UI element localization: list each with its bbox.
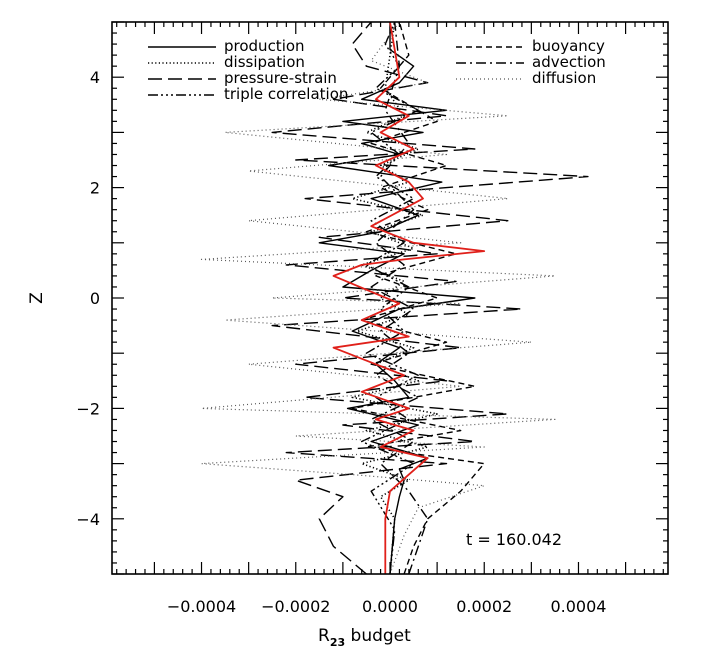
legend-label-buoyancy: buoyancy bbox=[532, 37, 605, 55]
legend-label-production: production bbox=[224, 37, 305, 55]
y-axis-label: Z bbox=[27, 292, 47, 304]
y-tick-labels: −4 −2 0 2 4 bbox=[76, 68, 100, 529]
x-tick-label: 0.0002 bbox=[456, 597, 512, 616]
series-line-diffusion bbox=[200, 22, 556, 574]
y-tick-label: −2 bbox=[76, 399, 100, 418]
series-line-pressure-strain bbox=[271, 22, 589, 574]
y-tick-label: 4 bbox=[90, 68, 100, 87]
x-axis-label: R23 budget bbox=[318, 626, 411, 649]
series-line-buoyancy bbox=[351, 22, 485, 574]
legend-label-diffusion: diffusion bbox=[532, 69, 596, 87]
y-tick-label: −4 bbox=[76, 510, 100, 529]
x-tick-label: 0.0004 bbox=[550, 597, 606, 616]
plot-frame bbox=[111, 21, 669, 575]
x-tick-label: −0.0002 bbox=[261, 597, 330, 616]
series-line-dissipation bbox=[351, 22, 438, 574]
y-tick-label: 2 bbox=[90, 179, 100, 198]
legend-label-triple-correlation: triple correlation bbox=[224, 85, 348, 103]
y-tick-label: 0 bbox=[90, 289, 100, 308]
legend-label-dissipation: dissipation bbox=[224, 53, 305, 71]
x-tick-labels: −0.0004 −0.0002 0.0000 0.0002 0.0004 bbox=[167, 597, 607, 616]
series-line-production bbox=[318, 22, 476, 574]
series-line-red-7 bbox=[332, 22, 486, 574]
x-tick-label: −0.0004 bbox=[167, 597, 236, 616]
series-lines bbox=[200, 22, 589, 574]
x-tick-label: 0.0000 bbox=[362, 597, 418, 616]
time-annotation: t = 160.042 bbox=[466, 530, 562, 549]
legend-label-advection: advection bbox=[532, 53, 606, 71]
legend-label-pressure-strain: pressure-strain bbox=[224, 69, 337, 87]
legend: productiondissipationpressure-straintrip… bbox=[148, 37, 606, 103]
